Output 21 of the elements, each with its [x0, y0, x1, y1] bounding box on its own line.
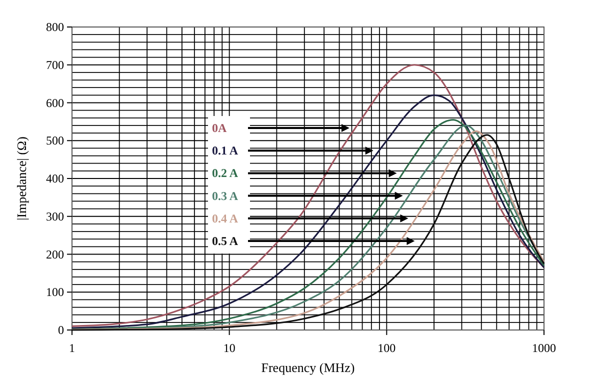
y-tick-label: 100 [46, 285, 64, 300]
text: 0.4 A [212, 211, 238, 226]
text: 0.5 A [212, 234, 238, 248]
y-tick-label: 800 [46, 20, 64, 34]
x-axis-title: Frequency (MHz) [261, 360, 355, 375]
x-tick-label: 100 [378, 341, 396, 355]
y-tick-label: 600 [46, 96, 64, 110]
y-tick-label: 200 [46, 247, 64, 262]
y-tick-label: 0 [58, 323, 64, 337]
y-tick-label: 700 [46, 58, 64, 72]
text: 0.1 A [212, 144, 238, 158]
y-tick-label: 300 [46, 209, 64, 224]
y-tick-label: 400 [46, 172, 64, 186]
text: 0.2 A [212, 166, 238, 180]
text: 0.3 A [212, 188, 238, 203]
text: 0A [212, 121, 227, 135]
x-tick-label: 1 [69, 341, 75, 355]
y-tick-label: 500 [46, 134, 64, 148]
y-axis-title: |Impedance| (Ω) [14, 136, 29, 220]
x-tick-label: 1000 [532, 341, 556, 355]
x-tick-label: 10 [223, 341, 236, 355]
